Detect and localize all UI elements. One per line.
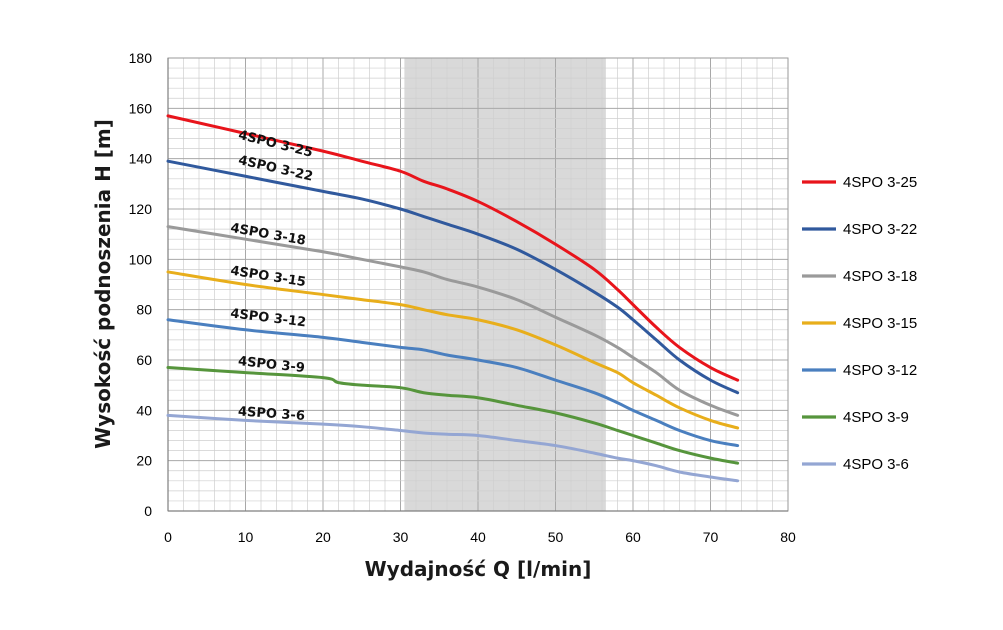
x-tick-label: 50 (548, 529, 564, 545)
y-tick-label: 160 (129, 100, 153, 116)
series-line-4spo-3-15 (166, 270, 740, 430)
legend-label-4spo-3-15: 4SPO 3-15 (843, 315, 917, 332)
x-axis-title: Wydajność Q [l/min] (365, 557, 592, 581)
y-tick-label: 180 (129, 50, 153, 66)
y-tick-label: 140 (129, 151, 153, 167)
series-line-4spo-3-9 (166, 366, 740, 465)
curve-label-4spo-3-6: 4SPO 3-6 (237, 404, 305, 424)
legend-label-4spo-3-6: 4SPO 3-6 (843, 456, 909, 473)
y-tick-label: 120 (129, 201, 153, 217)
x-tick-label: 30 (393, 529, 409, 545)
series-line-4spo-3-18 (166, 225, 740, 417)
x-tick-label: 10 (238, 529, 254, 545)
legend-label-4spo-3-22: 4SPO 3-22 (843, 221, 917, 238)
curve-label-4spo-3-18: 4SPO 3-18 (229, 221, 306, 249)
legend-label-4spo-3-18: 4SPO 3-18 (843, 268, 917, 285)
x-tick-label: 0 (164, 529, 172, 545)
x-tick-label: 40 (470, 529, 486, 545)
y-tick-label: 40 (136, 402, 152, 418)
series-line-4spo-3-25 (166, 114, 740, 382)
y-tick-label: 0 (144, 503, 152, 519)
shaded-operating-range (404, 58, 606, 511)
series-line-4spo-3-12 (166, 318, 740, 448)
legend-label-4spo-3-12: 4SPO 3-12 (843, 362, 917, 379)
series-line-4spo-3-6 (166, 413, 740, 483)
x-tick-label: 70 (703, 529, 719, 545)
y-axis-title: Wysokość podnoszenia H [m] (91, 119, 115, 449)
x-tick-label: 20 (315, 529, 331, 545)
curve-label-4spo-3-9: 4SPO 3-9 (237, 354, 305, 376)
x-tick-label: 80 (780, 529, 796, 545)
y-tick-label: 80 (136, 302, 152, 318)
x-tick-label: 60 (625, 529, 641, 545)
y-tick-label: 60 (136, 352, 152, 368)
y-tick-label: 20 (136, 453, 152, 469)
legend-label-4spo-3-9: 4SPO 3-9 (843, 409, 909, 426)
legend: 4SPO 3-25 4SPO 3-22 4SPO 3-18 4SPO 3-15 4SPO… (802, 174, 917, 473)
series-line-4spo-3-22 (166, 159, 740, 395)
legend-label-4spo-3-25: 4SPO 3-25 (843, 174, 917, 191)
y-tick-label: 100 (129, 251, 153, 267)
